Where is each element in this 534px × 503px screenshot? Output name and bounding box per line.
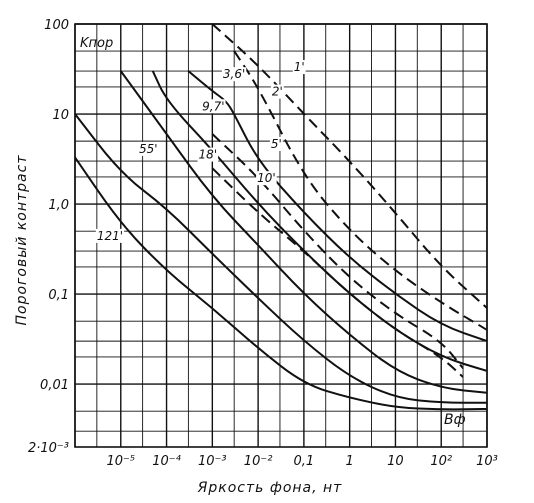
x-tick-label: 10⁻⁵ <box>106 454 135 469</box>
curve-label-bg <box>270 84 284 99</box>
curve-label-8: 121' <box>97 229 123 243</box>
y-tick-label: 2·10⁻³ <box>28 441 69 456</box>
curve-label-6: 18' <box>199 148 218 162</box>
curve-label-bg <box>95 228 125 243</box>
curve-label-5: 10' <box>257 171 276 185</box>
curve-label-bg <box>221 67 247 82</box>
x-tick-label: 10 <box>387 454 404 469</box>
curve-label-7: 55' <box>139 142 158 156</box>
y-tick-label: 10 <box>52 108 69 123</box>
corner-label-b: Bф <box>444 412 466 428</box>
y-tick-label: 0,01 <box>40 378 69 393</box>
curve-label-bg <box>292 60 306 75</box>
y-tick-label: 0,1 <box>48 288 69 303</box>
y-tick-label: 100 <box>44 18 69 33</box>
curve-label-bg <box>201 99 226 114</box>
curve-4 <box>151 70 487 372</box>
curve-8 <box>75 156 487 411</box>
curve-1 <box>233 50 487 331</box>
curve-0 <box>211 24 487 309</box>
corner-label-k: Kпор <box>80 36 113 51</box>
x-tick-label: 10⁻³ <box>198 454 227 469</box>
curves <box>75 24 487 411</box>
x-tick-label: 10⁻² <box>244 454 273 469</box>
curve-label-bg <box>256 171 277 186</box>
curve-5 <box>211 167 464 378</box>
curve-label-4: 9,7' <box>202 99 224 113</box>
x-tick-label: 10³ <box>476 454 498 469</box>
x-tick-label: 1 <box>346 454 354 469</box>
y-tick-label: 1,0 <box>48 198 69 213</box>
curve-3 <box>211 133 465 370</box>
ticks: 10⁻⁵ 10⁻⁴ 10⁻³ 10⁻² 0,1 1 10 10² 10³ 100 10 1,0 0,1 0… <box>28 18 498 469</box>
curve-6 <box>119 70 487 394</box>
curve-label-bg <box>197 147 219 162</box>
curve-label-2: 3,6' <box>223 67 245 81</box>
grid <box>74 23 488 448</box>
curve-label-3: 5' <box>271 137 282 151</box>
x-tick-label: 0,1 <box>294 454 315 469</box>
curve-label-bg <box>137 141 159 156</box>
curve-label-1: 2' <box>272 85 283 99</box>
curve-labels: 1' 2' 3,6' 5' 9,7' 10' 18' 55' 121' <box>95 60 306 243</box>
y-axis-title: Пороговый контраст <box>14 155 30 326</box>
curve-2 <box>187 70 487 343</box>
x-tick-label: 10⁻⁴ <box>152 454 181 469</box>
curve-label-bg <box>269 136 283 151</box>
curve-label-0: 1' <box>294 60 305 74</box>
curve-7 <box>75 113 487 404</box>
x-axis-title: Яркость фона, нт <box>197 480 343 496</box>
x-tick-label: 10² <box>430 454 452 469</box>
